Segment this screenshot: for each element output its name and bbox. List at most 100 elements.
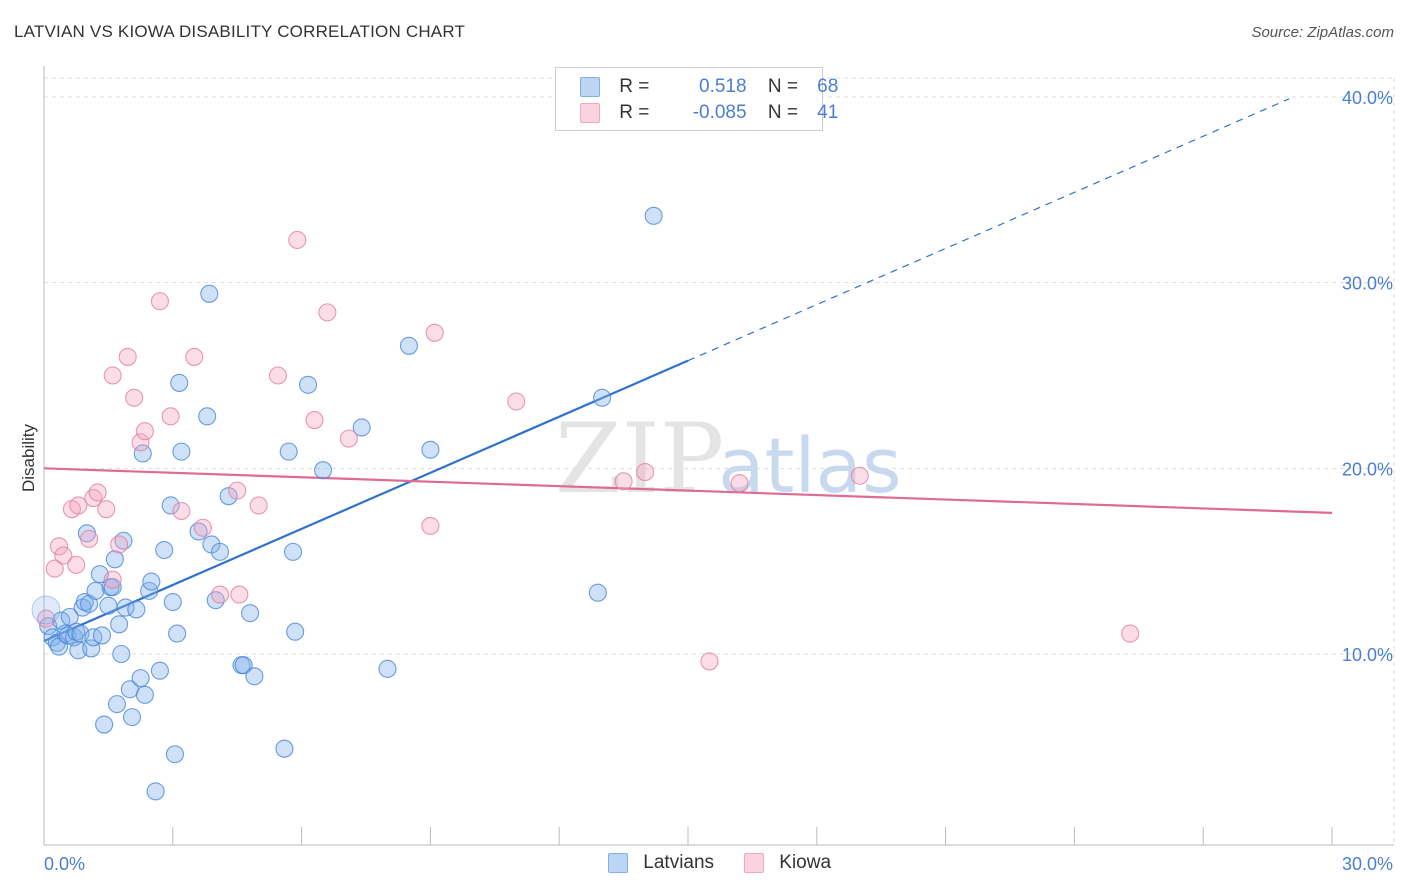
point-kiowa	[172, 501, 191, 521]
point-kiowa	[88, 483, 107, 502]
point-latvians	[155, 540, 174, 560]
latvians-n-label: N =	[767, 76, 798, 97]
point-kiowa	[45, 559, 64, 578]
point-latvians	[170, 373, 189, 392]
kiowa-n-label: N =	[767, 102, 798, 123]
legend-latvians-swatch	[608, 852, 628, 873]
point-kiowa	[37, 609, 56, 628]
point-kiowa	[288, 230, 307, 250]
point-latvians	[593, 388, 612, 407]
point-kiowa	[150, 292, 169, 311]
latvians-r-value: 0.518	[699, 76, 747, 97]
y-tick-label: 10.0%	[1342, 645, 1393, 665]
point-latvians	[163, 592, 182, 612]
trend-line-latvians	[43, 359, 689, 643]
point-kiowa	[230, 585, 249, 604]
point-kiowa	[67, 555, 86, 574]
chart-source: Source: ZipAtlas.com	[1251, 24, 1394, 41]
point-latvians	[378, 659, 397, 678]
point-latvians	[168, 624, 187, 643]
latvians-n-value: 68	[817, 76, 839, 97]
y-tick-label: 20.0%	[1342, 459, 1393, 479]
correlation-legend: R = 0.518 N = 68 R = -0.085 N = 41	[555, 67, 838, 131]
point-latvians	[99, 596, 118, 615]
point-latvians	[588, 583, 607, 602]
point-latvians	[142, 572, 161, 591]
point-latvians	[172, 442, 191, 461]
point-latvians	[198, 407, 217, 426]
watermark-zip: ZIP	[555, 403, 724, 515]
point-latvians	[399, 336, 418, 355]
point-kiowa	[185, 347, 204, 366]
legend-kiowa-label: Kiowa	[779, 852, 832, 873]
point-latvians	[135, 685, 154, 704]
point-kiowa	[507, 392, 526, 411]
point-kiowa	[318, 303, 337, 322]
chart-title: LATVIAN VS KIOWA DISABILITY CORRELATION …	[14, 22, 466, 41]
point-latvians	[165, 745, 184, 764]
axes	[43, 66, 1394, 846]
series-legend: Latvians Kiowa	[0, 852, 1406, 878]
data-points	[31, 206, 1140, 801]
point-kiowa	[49, 537, 69, 556]
trend-line-kiowa	[43, 467, 1333, 514]
point-latvians	[283, 542, 303, 561]
point-kiowa	[636, 462, 655, 482]
point-latvians	[421, 440, 440, 459]
point-kiowa	[1121, 624, 1140, 643]
legend-latvians-label: Latvians	[643, 852, 715, 873]
kiowa-r-value: -0.085	[692, 102, 747, 123]
legend-kiowa-swatch	[744, 852, 764, 873]
point-kiowa	[210, 585, 230, 604]
point-latvians	[133, 444, 152, 463]
watermark: ZIP atlas	[555, 403, 902, 515]
point-latvians	[105, 550, 124, 569]
point-latvians	[286, 622, 305, 641]
point-kiowa	[421, 516, 440, 535]
point-latvians	[275, 739, 294, 758]
point-latvians	[86, 581, 105, 600]
point-latvians	[107, 695, 127, 714]
point-latvians	[92, 626, 112, 645]
y-tick-label: 40.0%	[1342, 88, 1393, 108]
kiowa-n-value: 41	[817, 102, 839, 123]
x-tick-label: 30.0%	[1342, 854, 1393, 874]
point-latvians	[103, 578, 122, 597]
trend-lines	[43, 98, 1333, 643]
point-latvians	[127, 600, 146, 619]
kiowa-r-label: R =	[619, 102, 650, 123]
point-kiowa	[305, 411, 324, 430]
point-kiowa	[425, 323, 444, 342]
point-kiowa	[97, 500, 116, 519]
legend-row-kiowa: R = -0.085 N = 41	[580, 102, 838, 128]
point-kiowa	[103, 570, 122, 589]
y-axis-label: Disability	[19, 423, 38, 492]
point-latvians	[245, 667, 264, 686]
point-kiowa	[125, 388, 144, 407]
point-kiowa	[228, 481, 247, 500]
point-latvians	[110, 615, 129, 634]
point-kiowa	[614, 472, 633, 491]
point-kiowa	[161, 407, 180, 426]
point-latvians	[352, 418, 371, 437]
point-kiowa	[339, 429, 358, 448]
legend-item-kiowa: Kiowa	[744, 852, 831, 874]
latvians-swatch	[580, 76, 600, 97]
point-kiowa	[249, 496, 268, 515]
point-kiowa	[131, 433, 150, 452]
kiowa-swatch	[580, 102, 600, 123]
point-kiowa	[80, 529, 99, 548]
latvians-r-label: R =	[619, 76, 650, 97]
point-latvians	[161, 496, 180, 515]
point-kiowa	[700, 652, 719, 671]
point-latvians	[82, 639, 101, 658]
point-kiowa	[730, 474, 749, 493]
point-latvians	[219, 487, 238, 506]
point-kiowa	[54, 546, 73, 565]
y-tick-label: 30.0%	[1342, 274, 1393, 294]
point-latvians	[314, 461, 333, 480]
point-latvians	[95, 715, 114, 734]
legend-row-latvians: R = 0.518 N = 68	[580, 76, 838, 102]
point-kiowa	[69, 496, 88, 515]
point-latvians	[122, 708, 142, 727]
